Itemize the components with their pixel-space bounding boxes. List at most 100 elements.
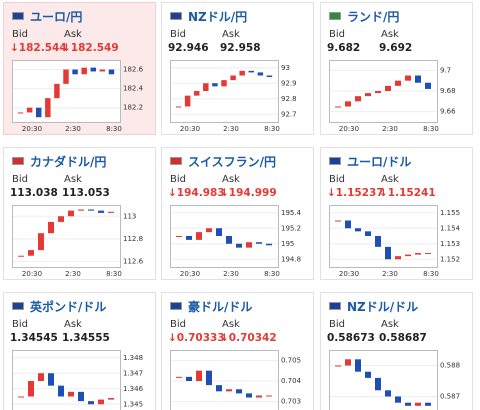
x-tick-label: 2:30 (223, 125, 239, 133)
candle (186, 376, 192, 381)
candle (335, 220, 341, 222)
candle (239, 70, 245, 76)
candle (345, 101, 351, 107)
flag-icon (12, 157, 24, 165)
flag-icon (329, 302, 341, 310)
ask-value: ↓1.15241 (379, 187, 436, 199)
candle (206, 370, 212, 386)
y-tick-label: 93 (281, 64, 290, 72)
candle (90, 67, 96, 72)
candle (236, 243, 242, 248)
candle (38, 233, 44, 251)
y-tick-label: 0.588 (440, 362, 460, 370)
candle (54, 83, 60, 99)
y-tick-label: 195 (281, 240, 294, 248)
mini-chart: 93 92.9 92.8 92.7 20:30 2:30 8:30 (170, 60, 297, 133)
y-tick-label: 194.8 (281, 255, 301, 263)
candle (108, 69, 115, 75)
candle (345, 359, 351, 366)
bid-value: 0.58673 (327, 332, 375, 344)
flag-icon (170, 12, 182, 20)
bid-value: ↓194.983 (168, 187, 225, 199)
pair-title: スイスフラン/円 (188, 155, 277, 169)
y-tick-label: 1.347 (123, 369, 143, 377)
candle (45, 98, 51, 118)
rate-panel[interactable]: ユーロ/円 Bid Ask ↓182.544 ↓182.549 182.6 182.4 182… (3, 2, 156, 135)
candle (99, 69, 106, 72)
bid-label: Bid (329, 319, 345, 330)
candle (176, 376, 182, 378)
rate-panel[interactable]: NZドル/ドルBidAsk0.586730.586870.5880.58720:… (320, 292, 473, 410)
candle (345, 220, 351, 229)
y-tick-label: 1.154 (440, 224, 461, 232)
rate-panel[interactable]: 豪ドル/ドル Bid Ask ↓0.70333 ↓0.70342 0.705 0.704 0.… (161, 292, 314, 410)
candle (405, 254, 411, 257)
x-tick-label: 20:30 (180, 125, 200, 133)
y-tick-label: 0.705 (281, 356, 301, 364)
y-tick-label: 182.2 (123, 104, 143, 112)
flag-icon (12, 302, 24, 310)
candle (48, 221, 54, 234)
candle (216, 385, 222, 392)
candle (98, 210, 104, 213)
candle (78, 209, 84, 211)
pair-title: 豪ドル/ドル (188, 300, 253, 314)
ask-label: Ask (222, 174, 240, 185)
rate-panel[interactable]: NZドル/円 Bid Ask 92.946 92.958 93 92.9 92.8 92.7 20… (161, 2, 314, 135)
y-tick-label: 1.348 (123, 354, 143, 362)
candle (175, 106, 182, 108)
candle (405, 402, 411, 406)
candle (98, 399, 104, 405)
candle (226, 389, 232, 392)
rate-panel[interactable]: ユーロ/ドル Bid Ask ↓1.15237 ↓1.15241 1.155 1.154 1.… (320, 147, 473, 280)
ask-value: 9.692 (379, 42, 413, 54)
x-tick-label: 2:30 (382, 270, 398, 278)
candle (355, 228, 361, 232)
flag-icon (170, 157, 182, 165)
candle (425, 82, 431, 89)
candle (415, 402, 421, 406)
x-tick-label: 2:30 (65, 125, 81, 133)
x-tick-label: 8:30 (423, 270, 439, 278)
rate-panel[interactable]: スイスフラン/円 Bid Ask ↓194.983 ↓194.999 195.4 195.2… (161, 147, 314, 280)
candle (212, 83, 218, 87)
rate-panel[interactable]: カナダドル/円 Bid Ask 113.038 113.053 113 112.8 112.6… (3, 147, 156, 280)
y-tick-label: 1.345 (123, 400, 143, 408)
candle (266, 243, 272, 246)
bid-label: Bid (12, 174, 28, 185)
candle (68, 210, 74, 217)
chart-frame (12, 205, 121, 268)
candle (28, 250, 34, 256)
candle (355, 359, 361, 372)
rate-panel[interactable]: ランド/円 Bid Ask 9.682 9.692 9.7 9.68 9.66 20:30 2:3… (320, 2, 473, 135)
candle (375, 91, 381, 94)
bid-value: ↓1.15237 (327, 187, 384, 199)
flag-icon (329, 12, 341, 20)
candle (81, 67, 87, 75)
candle (385, 246, 391, 260)
bid-value: 1.34545 (10, 332, 58, 344)
x-tick-label: 8:30 (106, 270, 122, 278)
candle (48, 373, 54, 386)
y-tick-label: 1.155 (440, 209, 460, 217)
rate-panel[interactable]: 英ポンド/ドル Bid Ask 1.34545 1.34555 1.348 1.347 1.3… (3, 292, 156, 410)
candle (38, 373, 44, 381)
flag-icon (12, 12, 24, 20)
candle (246, 242, 252, 248)
candle (257, 72, 264, 76)
candle (196, 370, 202, 381)
candle (18, 396, 24, 398)
mini-chart: 182.6 182.4 182.2 20:30 2:30 8:30 (12, 60, 144, 133)
candle (395, 256, 401, 260)
y-tick-label: 1.153 (440, 240, 460, 248)
candle (248, 70, 254, 73)
candle (385, 85, 391, 91)
candle (206, 228, 212, 233)
y-tick-label: 182.6 (123, 66, 144, 74)
y-tick-label: 195.4 (281, 209, 302, 217)
mini-chart: 195.4 195.2 195 194.8 20:30 2:30 8:30 (170, 205, 302, 278)
y-tick-label: 195.2 (281, 224, 301, 232)
candle (221, 80, 227, 87)
ask-label: Ask (222, 29, 240, 40)
